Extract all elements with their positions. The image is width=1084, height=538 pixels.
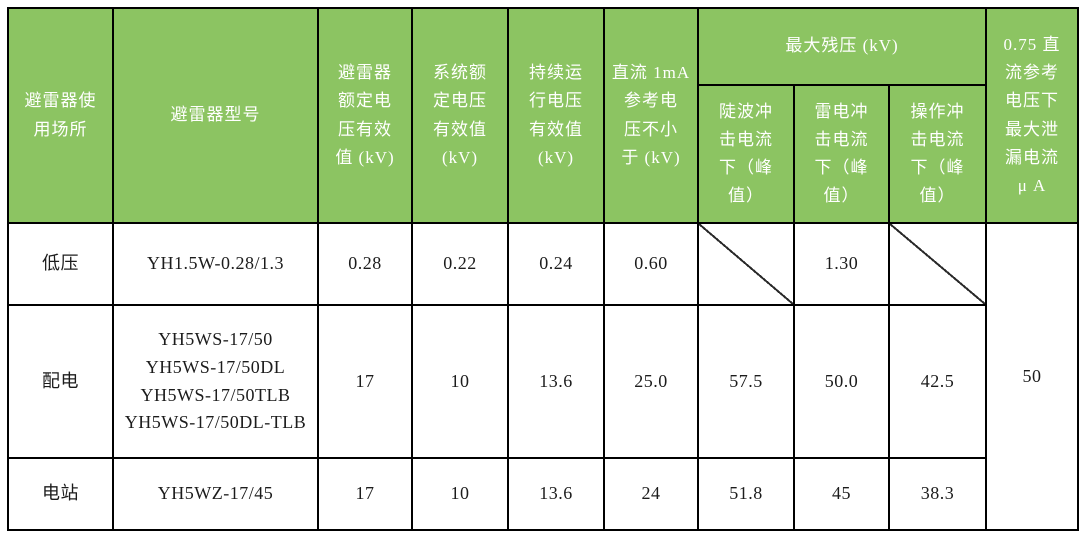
cell-rated-voltage: 0.28 bbox=[317, 222, 413, 306]
cell-system-voltage: 10 bbox=[411, 457, 509, 531]
table-row-low-voltage: 低压 YH1.5W-0.28/1.3 0.28 0.22 0.24 0.60 1… bbox=[7, 222, 1080, 531]
cell-rated-voltage: 17 bbox=[317, 457, 413, 531]
cell-lightning-impulse: 45 bbox=[793, 457, 890, 531]
cell-usage: 配电 bbox=[7, 304, 114, 459]
cell-switching-impulse: 38.3 bbox=[887, 457, 988, 531]
cell-switching-no-value-slash bbox=[887, 222, 988, 306]
cell-lightning-impulse: 1.30 bbox=[793, 222, 890, 306]
header-leakage-current: 0.75 直 流参考 电压下 最大泄 漏电流 μ A bbox=[985, 7, 1080, 224]
header-max-residual-group: 最大残压 (kV) bbox=[696, 7, 988, 86]
cell-rated-voltage: 17 bbox=[317, 304, 413, 459]
cell-steep-wave-no-value-slash bbox=[697, 222, 795, 306]
cell-continuous-voltage: 13.6 bbox=[507, 304, 605, 459]
cell-dc-1ma: 24 bbox=[603, 457, 699, 531]
cell-steep-wave: 51.8 bbox=[697, 457, 795, 531]
header-model: 避雷器型号 bbox=[112, 7, 319, 224]
cell-system-voltage: 0.22 bbox=[411, 222, 509, 306]
header-usage-location: 避雷器使 用场所 bbox=[7, 7, 114, 224]
cell-model: YH5WZ-17/45 bbox=[112, 457, 319, 531]
cell-usage: 低压 bbox=[7, 222, 114, 306]
cell-steep-wave: 57.5 bbox=[697, 304, 795, 459]
cell-switching-impulse: 42.5 bbox=[887, 304, 988, 459]
cell-dc-1ma: 0.60 bbox=[603, 222, 699, 306]
header-lightning-impulse: 雷电冲 击电流 下（峰 值） bbox=[793, 84, 890, 224]
table-row-station: 电站 YH5WZ-17/45 17 10 13.6 24 51.8 45 38.… bbox=[7, 457, 1078, 531]
header-switching-impulse: 操作冲 击电流 下（峰 值） bbox=[887, 84, 988, 224]
cell-continuous-voltage: 13.6 bbox=[507, 457, 605, 531]
cell-system-voltage: 10 bbox=[411, 304, 509, 459]
arrester-spec-table: 避雷器使 用场所 避雷器型号 避雷器 额定电 压有效 值 (kV) 系统额 定电… bbox=[7, 7, 1080, 531]
header-system-voltage: 系统额 定电压 有效值 (kV) bbox=[411, 7, 509, 224]
cell-continuous-voltage: 0.24 bbox=[507, 222, 605, 306]
header-steep-wave-impulse: 陡波冲 击电流 下（峰 值） bbox=[697, 84, 795, 224]
cell-dc-1ma: 25.0 bbox=[603, 304, 699, 459]
cell-model: YH1.5W-0.28/1.3 bbox=[112, 222, 319, 306]
cell-model: YH5WS-17/50 YH5WS-17/50DL YH5WS-17/50TLB… bbox=[112, 304, 319, 459]
table-row-distribution: 配电 YH5WS-17/50 YH5WS-17/50DL YH5WS-17/50… bbox=[7, 304, 1078, 459]
cell-usage: 电站 bbox=[7, 457, 114, 531]
cell-leakage-current-merged: 50 bbox=[985, 222, 1080, 531]
header-dc-1ma-reference: 直流 1mA 参考电 压不小 于 (kV) bbox=[603, 7, 699, 224]
cell-lightning-impulse: 50.0 bbox=[793, 304, 890, 459]
header-rated-voltage: 避雷器 额定电 压有效 值 (kV) bbox=[317, 7, 413, 224]
header-continuous-voltage: 持续运 行电压 有效值 (kV) bbox=[507, 7, 605, 224]
